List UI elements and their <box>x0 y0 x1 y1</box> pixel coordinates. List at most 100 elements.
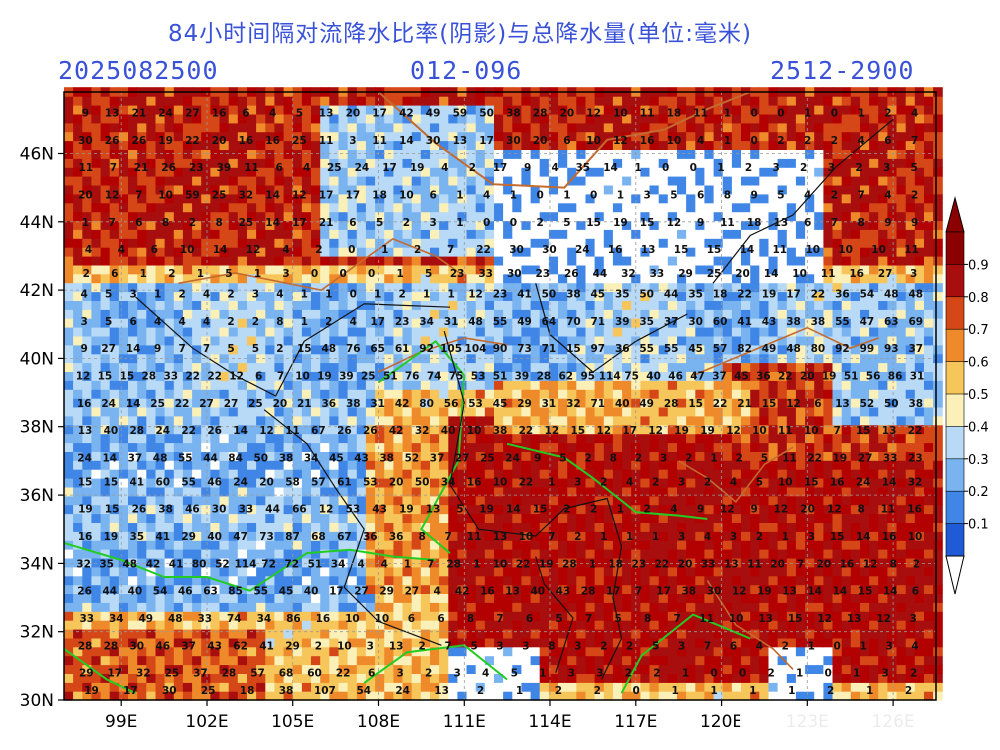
shade-cell <box>503 433 513 444</box>
shade-cell <box>539 406 550 417</box>
shade-cell <box>841 380 852 390</box>
shade-cell <box>137 593 147 603</box>
shade-cell <box>494 673 504 683</box>
shade-cell <box>914 629 925 639</box>
shade-cell <box>100 362 111 372</box>
shade-cell <box>905 362 916 372</box>
shade-cell <box>173 238 184 248</box>
shade-cell <box>146 602 156 612</box>
shade-cell <box>329 415 339 426</box>
shade-cell <box>814 433 824 444</box>
shade-cell <box>777 238 788 248</box>
shade-cell <box>192 478 202 488</box>
shade-cell <box>695 522 705 532</box>
shade-cell <box>924 495 934 506</box>
shade-cell <box>887 318 898 328</box>
shade-cell <box>667 549 678 559</box>
shade-cell <box>320 611 330 621</box>
shade-cell <box>631 247 641 257</box>
shade-cell <box>741 442 751 452</box>
shade-cell <box>265 380 275 390</box>
shade-cell <box>201 380 211 390</box>
shade-cell <box>329 309 339 319</box>
shade-cell <box>622 549 632 559</box>
shade-cell <box>356 469 367 479</box>
shade-cell <box>420 566 431 577</box>
shade-cell <box>182 291 193 301</box>
shade-cell <box>503 549 513 559</box>
shade-cell <box>237 273 248 284</box>
shade-cell <box>860 495 870 506</box>
shade-cell <box>173 424 184 435</box>
shade-cell <box>850 415 861 426</box>
shade-cell <box>219 264 230 275</box>
shade-cell <box>420 655 431 666</box>
shade-cell <box>247 478 257 488</box>
shade-cell <box>704 353 715 364</box>
shade-cell <box>503 504 513 515</box>
shade-cell <box>823 238 834 248</box>
shade-cell <box>210 238 221 248</box>
shade-cell <box>622 584 632 594</box>
shade-cell <box>805 611 815 621</box>
shade-cell <box>301 531 312 541</box>
shade-cell <box>905 327 916 337</box>
shade-cell <box>695 291 705 301</box>
shade-cell <box>182 611 193 621</box>
shade-cell <box>805 522 815 532</box>
shade-cell <box>393 691 404 701</box>
shade-cell <box>777 611 788 621</box>
shade-cell <box>265 344 275 355</box>
shade-cell <box>219 451 230 461</box>
shade-cell <box>850 238 861 248</box>
shade-cell <box>759 247 769 257</box>
shade-cell <box>91 442 102 452</box>
shade-cell <box>649 486 660 497</box>
shade-cell <box>860 664 870 674</box>
shade-cell <box>128 406 138 417</box>
shade-cell <box>878 495 888 506</box>
shade-cell <box>878 247 888 257</box>
shade-cell <box>109 566 120 577</box>
shade-cell <box>128 522 138 532</box>
shade-cell <box>933 451 943 461</box>
shade-cell <box>887 522 898 532</box>
shade-cell <box>210 291 221 301</box>
shade-cell <box>283 442 294 452</box>
shade-cell <box>73 442 83 452</box>
shade-cell <box>283 309 294 319</box>
shade-cell <box>924 335 934 346</box>
shade-cell <box>228 566 239 577</box>
shade-cell <box>393 620 404 630</box>
shade-cell <box>786 406 797 417</box>
shade-cell <box>603 540 614 550</box>
shade-cell <box>667 344 678 355</box>
shade-cell <box>521 637 532 648</box>
shade-cell <box>612 646 623 657</box>
shade-cell <box>878 549 888 559</box>
shade-cell <box>841 451 852 461</box>
shade-cell <box>567 664 577 674</box>
shade-cell <box>256 566 266 577</box>
shade-cell <box>164 282 175 293</box>
shade-cell <box>402 415 413 426</box>
shade-cell <box>869 691 879 701</box>
shade-cell <box>292 264 303 275</box>
shade-cell <box>237 460 248 470</box>
shade-cell <box>850 673 861 683</box>
shade-cell <box>503 362 513 372</box>
shade-cell <box>484 540 495 550</box>
shade-cell <box>887 264 898 275</box>
shade-cell <box>649 460 660 470</box>
shade-cell <box>292 531 303 541</box>
shade-cell <box>786 460 797 470</box>
shade-cell <box>247 327 257 337</box>
shade-cell <box>558 531 568 541</box>
shade-cell <box>237 238 248 248</box>
shade-cell <box>814 344 824 355</box>
shade-cell <box>786 335 797 346</box>
shade-cell <box>896 664 907 674</box>
shade-cell <box>530 273 541 284</box>
shade-cell <box>73 229 83 239</box>
shade-cell <box>100 664 111 674</box>
